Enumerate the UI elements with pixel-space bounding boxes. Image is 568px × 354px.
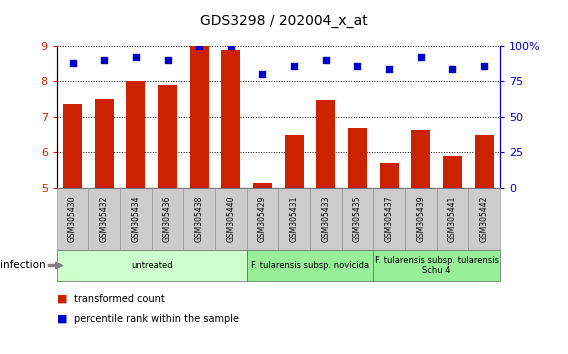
Point <box>226 43 235 49</box>
Point <box>258 72 267 77</box>
Point <box>100 57 109 63</box>
Point <box>195 43 204 49</box>
Text: ■: ■ <box>57 314 67 324</box>
Bar <box>253 183 272 188</box>
Text: GSM305435: GSM305435 <box>353 195 362 242</box>
Text: GSM305430: GSM305430 <box>68 195 77 242</box>
Bar <box>379 163 399 188</box>
Text: GSM305439: GSM305439 <box>416 195 425 242</box>
Bar <box>127 81 145 188</box>
Text: F. tularensis subsp. novicida: F. tularensis subsp. novicida <box>251 261 369 270</box>
Point <box>448 66 457 72</box>
Text: GSM305440: GSM305440 <box>227 195 235 242</box>
Point <box>68 60 77 66</box>
Text: GSM305433: GSM305433 <box>321 195 330 242</box>
Text: percentile rank within the sample: percentile rank within the sample <box>74 314 239 324</box>
Text: transformed count: transformed count <box>74 294 165 304</box>
Text: GSM305434: GSM305434 <box>131 195 140 242</box>
Text: GSM305441: GSM305441 <box>448 195 457 242</box>
Bar <box>316 100 335 188</box>
Bar <box>222 50 240 188</box>
Bar <box>63 104 82 188</box>
Bar <box>411 130 430 188</box>
Bar <box>190 46 208 188</box>
Point <box>479 63 488 69</box>
Text: ■: ■ <box>57 294 67 304</box>
Bar <box>443 156 462 188</box>
Bar <box>95 99 114 188</box>
Point <box>321 57 331 63</box>
Text: F. tularensis subsp. tularensis
Schu 4: F. tularensis subsp. tularensis Schu 4 <box>374 256 499 275</box>
Bar <box>285 135 304 188</box>
Text: GSM305438: GSM305438 <box>195 195 204 242</box>
Text: GSM305437: GSM305437 <box>385 195 394 242</box>
Point <box>163 57 172 63</box>
Text: GSM305431: GSM305431 <box>290 195 299 242</box>
Text: GDS3298 / 202004_x_at: GDS3298 / 202004_x_at <box>200 14 368 28</box>
Bar <box>474 135 494 188</box>
Bar <box>348 128 367 188</box>
Point <box>131 55 140 60</box>
Point <box>385 66 394 72</box>
Text: untreated: untreated <box>131 261 173 270</box>
Text: infection: infection <box>0 261 45 270</box>
Text: GSM305429: GSM305429 <box>258 195 267 242</box>
Text: GSM305432: GSM305432 <box>100 195 108 242</box>
Point <box>353 63 362 69</box>
Text: GSM305442: GSM305442 <box>479 195 488 242</box>
Point <box>416 55 425 60</box>
Bar <box>158 85 177 188</box>
Point <box>290 63 299 69</box>
Text: GSM305436: GSM305436 <box>163 195 172 242</box>
